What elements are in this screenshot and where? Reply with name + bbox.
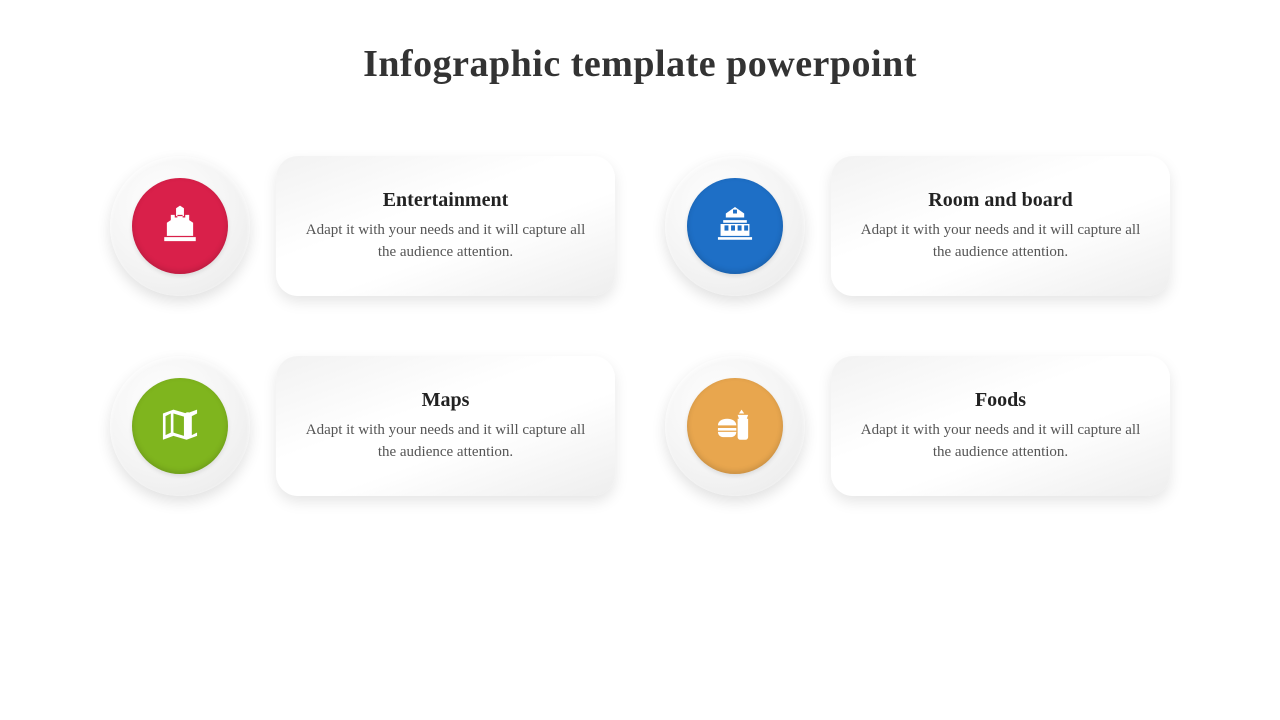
card-body: Adapt it with your needs and it will cap… [304, 420, 587, 464]
card-body: Adapt it with your needs and it will cap… [859, 420, 1142, 464]
castle-icon [159, 203, 201, 250]
building-icon [714, 203, 756, 250]
card: Maps Adapt it with your needs and it wil… [276, 356, 615, 496]
food-icon [714, 403, 756, 450]
slide-title: Infographic template powerpoint [0, 0, 1280, 86]
card: Room and board Adapt it with your needs … [831, 156, 1170, 296]
card-title: Entertainment [383, 189, 509, 212]
item-entertainment: Entertainment Adapt it with your needs a… [110, 156, 615, 296]
circle-outer [665, 156, 805, 296]
circle-inner [687, 178, 783, 274]
circle-outer [665, 356, 805, 496]
item-room-board: Room and board Adapt it with your needs … [665, 156, 1170, 296]
circle-outer [110, 356, 250, 496]
card: Foods Adapt it with your needs and it wi… [831, 356, 1170, 496]
circle-inner [132, 378, 228, 474]
card-body: Adapt it with your needs and it will cap… [859, 220, 1142, 264]
map-icon [159, 403, 201, 450]
infographic-grid: Entertainment Adapt it with your needs a… [0, 86, 1280, 496]
card-title: Maps [422, 389, 470, 412]
item-foods: Foods Adapt it with your needs and it wi… [665, 356, 1170, 496]
circle-inner [687, 378, 783, 474]
card-title: Foods [975, 389, 1026, 412]
card-body: Adapt it with your needs and it will cap… [304, 220, 587, 264]
card: Entertainment Adapt it with your needs a… [276, 156, 615, 296]
item-maps: Maps Adapt it with your needs and it wil… [110, 356, 615, 496]
circle-outer [110, 156, 250, 296]
circle-inner [132, 178, 228, 274]
card-title: Room and board [928, 189, 1072, 212]
